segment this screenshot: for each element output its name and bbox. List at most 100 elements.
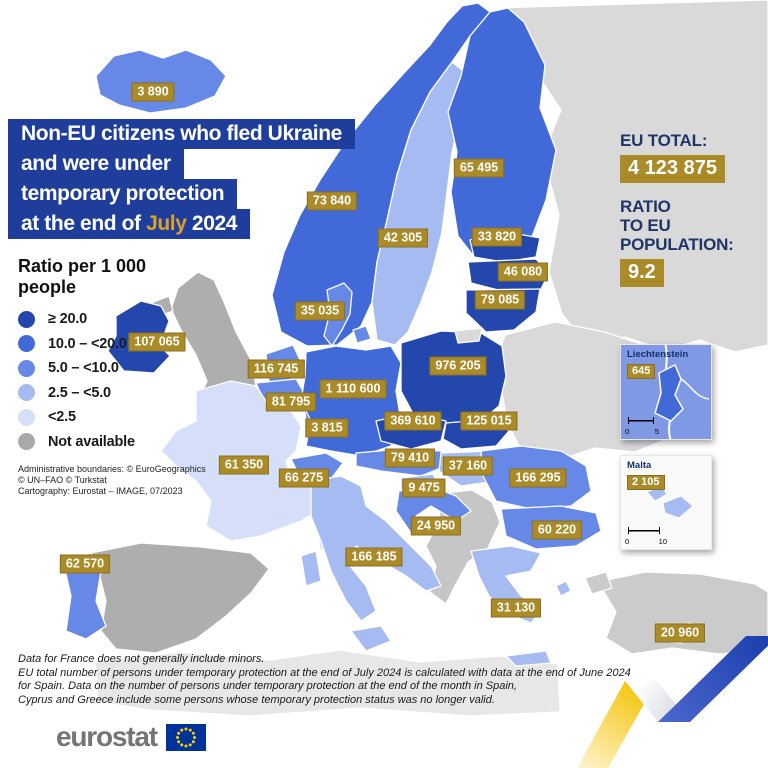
legend-color-swatch: [18, 433, 35, 451]
value-badge-hungary: 37 160: [442, 456, 494, 476]
title-line-3: temporary protection: [8, 179, 238, 209]
title-block: Non-EU citizens who fled Ukraine and wer…: [8, 119, 355, 239]
scalebar-labels: 0 10: [625, 537, 667, 546]
inset-title-liechtenstein: Liechtenstein: [627, 349, 689, 360]
legend-item-label: 10.0 – <20.0: [48, 335, 127, 352]
map-legend: Ratio per 1 000 people ≥ 20.0 10.0 – <20.…: [18, 256, 146, 454]
value-badge-romania: 166 295: [509, 468, 567, 488]
inset-country-liechtenstein: [654, 363, 684, 422]
legend-item-label: ≥ 20.0: [48, 311, 88, 328]
value-badge-italy: 166 185: [345, 547, 403, 567]
legend-color-swatch: [18, 359, 35, 377]
region-north-africa: [94, 649, 561, 717]
eurostat-wordmark: eurostat: [56, 721, 158, 752]
scale-start: 0: [625, 537, 630, 546]
legend-title: Ratio per 1 000 people: [18, 256, 146, 298]
value-badge-denmark: 35 035: [294, 301, 346, 321]
region-sardinia: [300, 550, 322, 587]
scalebar: [628, 527, 660, 534]
value-badge-sweden: 42 305: [377, 228, 429, 248]
footnote-line: Cyprus and Greece include some persons w…: [18, 693, 495, 706]
value-badge-latvia: 46 080: [497, 262, 549, 282]
legend-item-label: 2.5 – <5.0: [48, 384, 111, 401]
legend-color-swatch: [18, 310, 35, 328]
eu-total-label: EU TOTAL:: [620, 131, 708, 150]
inset-title-malta: Malta: [627, 460, 652, 471]
value-badge-norway: 73 840: [306, 191, 358, 211]
value-badge-czechia: 369 610: [384, 411, 442, 431]
legend-item: ≥ 20.0: [18, 307, 146, 332]
eurostat-logo: eurostat: [56, 721, 206, 753]
ratio-label-line2: TO EU: [620, 216, 671, 235]
legend-item-label: 5.0 – <10.0: [48, 360, 119, 377]
value-badge-slovakia: 125 015: [460, 411, 518, 431]
eu-total-value: 4 123 875: [620, 155, 725, 183]
ratio-value: 9.2: [620, 259, 664, 287]
footnotes: Data for France does not generally inclu…: [18, 653, 631, 707]
legend-color-swatch: [18, 384, 35, 402]
value-badge-malta: 2 105: [627, 475, 665, 490]
value-badge-portugal: 62 570: [59, 554, 111, 574]
value-badge-france: 61 350: [218, 455, 270, 475]
value-badge-poland: 976 205: [429, 356, 487, 376]
value-badge-lithuania: 79 085: [474, 290, 526, 310]
region-sicily: [350, 625, 392, 652]
legend-item: 10.0 – <20.0: [18, 332, 146, 357]
region-kaliningrad: [454, 327, 483, 344]
value-badge-germany: 1 110 600: [319, 379, 387, 399]
value-badge-luxembourg: 3 815: [305, 418, 349, 438]
inset-country-malta: [662, 495, 694, 519]
scale-start: 0: [625, 427, 630, 436]
title-line-1: Non-EU citizens who fled Ukraine: [8, 119, 355, 149]
legend-color-swatch: [18, 408, 35, 426]
legend-item: <2.5: [18, 405, 146, 430]
ratio-label-line3: POPULATION:: [620, 235, 734, 254]
title-month-highlight: July: [146, 212, 187, 235]
eu-stats-panel: EU TOTAL: 4 123 875 RATIO TO EU POPULATION…: [620, 131, 765, 301]
legend-color-swatch: [18, 335, 35, 353]
footnote-line: for Spain. Data on the number of persons…: [18, 680, 517, 692]
value-badge-croatia: 24 950: [410, 516, 462, 536]
scalebar: [628, 417, 654, 424]
value-badge-cyprus: 20 960: [654, 623, 706, 643]
eu-flag-icon: [165, 723, 206, 751]
credits-line: Administrative boundaries: © EuroGeograp…: [18, 464, 206, 474]
value-badge-finland: 65 495: [453, 158, 505, 178]
legend-item-label: Not available: [48, 433, 135, 450]
eu-flag-stars: [175, 727, 196, 747]
title-line-2: and were under: [8, 149, 184, 179]
value-badge-belgium: 81 795: [265, 392, 317, 412]
legend-item-label: <2.5: [48, 409, 76, 426]
boundaries-credits: Administrative boundaries: © EuroGeograp…: [18, 464, 206, 497]
title-line-4: at the end of July 2024: [8, 209, 251, 239]
ratio-label-line1: RATIO: [620, 197, 671, 216]
country-spain: [90, 542, 270, 654]
value-badge-greece: 31 130: [490, 598, 542, 618]
scale-end: 5: [654, 427, 659, 436]
value-badge-slovenia: 9 475: [402, 478, 446, 498]
legend-title-line1: Ratio per 1 000: [18, 256, 147, 276]
title-line-4-prefix: at the end of: [21, 212, 147, 235]
country-iceland: [95, 49, 227, 114]
inset-malta: Malta 2 105 0 10: [620, 455, 712, 550]
country-denmark-islands: [352, 325, 372, 344]
region-crete: [505, 650, 552, 667]
ribbon-decoration: [577, 636, 768, 768]
legend-title-line2: people: [18, 277, 77, 297]
country-turkey-europe: [584, 571, 613, 595]
credits-line: © UN–FAO © Turkstat: [18, 475, 107, 485]
legend-item: Not available: [18, 430, 146, 455]
value-badge-iceland: 3 890: [131, 82, 175, 102]
value-badge-estonia: 33 820: [471, 227, 523, 247]
value-badge-liechtenstein: 645: [627, 364, 656, 379]
footnote-line: EU total number of persons under tempora…: [18, 666, 631, 679]
footnote-line: Data for France does not generally inclu…: [18, 653, 265, 665]
liechtenstein-inset-map: [654, 342, 710, 442]
region-aegean-islands: [555, 580, 572, 597]
value-badge-ireland: 107 065: [128, 332, 186, 352]
value-badge-bulgaria: 60 220: [531, 520, 583, 540]
value-badge-switzerland: 66 275: [278, 468, 330, 488]
